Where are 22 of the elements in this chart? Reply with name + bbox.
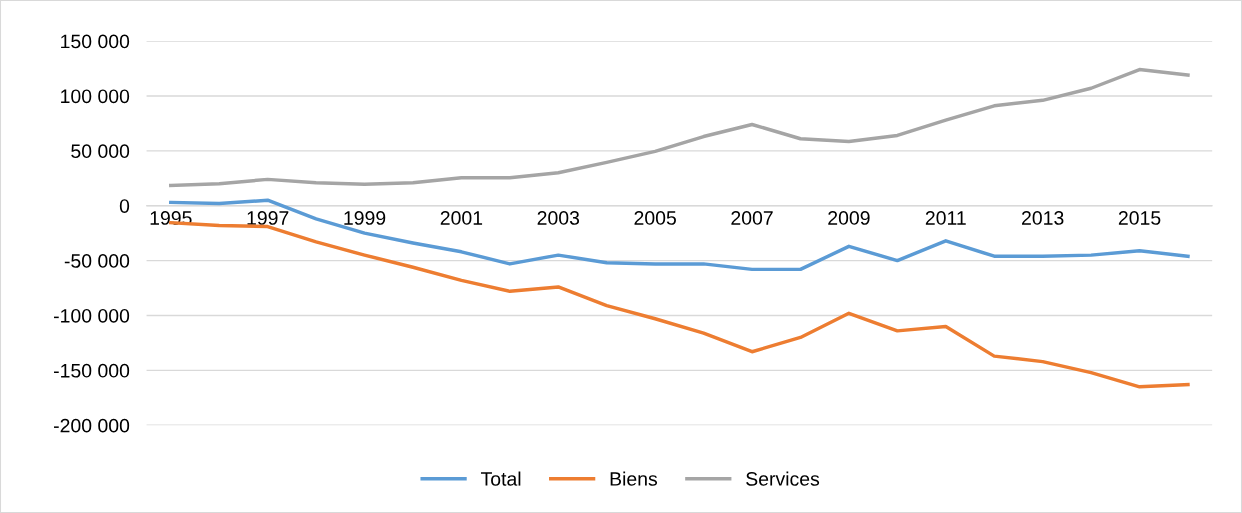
legend-label: Biens — [610, 471, 658, 486]
y-tick-label: 150 000 — [61, 34, 130, 49]
y-tick-label: -200 000 — [54, 418, 130, 433]
x-tick-label: 1999 — [344, 211, 386, 225]
line-series — [169, 67, 1190, 188]
x-tick-label: 1997 — [247, 211, 289, 225]
x-tick-label: 2013 — [1022, 211, 1064, 225]
x-tick-label: 2009 — [828, 211, 870, 225]
y-tick-label: 0 — [119, 199, 130, 213]
y-tick-label: 50 000 — [71, 144, 130, 159]
x-tick-label: 2001 — [440, 211, 483, 225]
legend-label: Services — [746, 471, 820, 486]
x-tick-label: 2005 — [634, 211, 676, 225]
y-tick-label: -50 000 — [64, 254, 130, 268]
x-tick-label: 2007 — [731, 211, 773, 225]
x-tick-label: 2003 — [537, 211, 580, 225]
y-tick-label: -100 000 — [54, 308, 130, 323]
y-tick-label: 100 000 — [61, 89, 130, 104]
x-tick-label: 2011 — [925, 211, 966, 225]
legend-label: Total — [480, 471, 521, 486]
x-tick-label: 2015 — [1118, 211, 1161, 225]
y-tick-label: -150 000 — [54, 363, 130, 378]
